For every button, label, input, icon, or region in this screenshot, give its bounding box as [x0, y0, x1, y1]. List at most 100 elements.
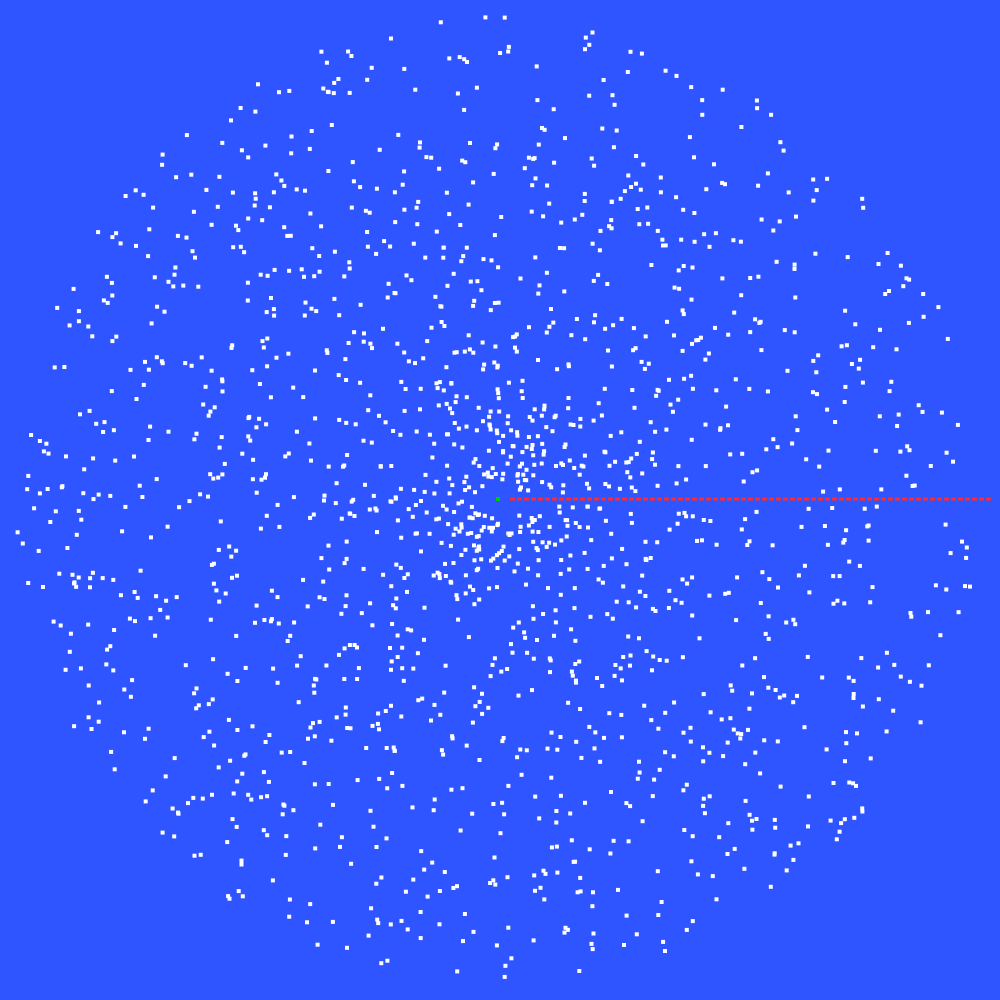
field-dot [286, 451, 291, 456]
field-dot [609, 226, 614, 231]
field-dot [758, 601, 763, 605]
field-dot [554, 844, 559, 849]
field-dot [771, 228, 776, 233]
field-dot [91, 497, 96, 502]
field-dot [451, 532, 456, 537]
field-dot [111, 577, 116, 582]
field-dot [815, 392, 819, 397]
field-dot [634, 605, 639, 610]
field-dot [822, 524, 827, 528]
field-dot [96, 230, 101, 235]
field-dot [723, 182, 727, 187]
field-dot [253, 191, 258, 196]
field-dot [690, 265, 695, 270]
field-dot [220, 140, 225, 145]
field-dot [883, 292, 888, 296]
field-dot [582, 191, 587, 196]
field-dot [887, 289, 891, 293]
field-dot [505, 461, 510, 466]
field-dot [629, 520, 634, 525]
field-dot [174, 595, 179, 600]
field-dot [285, 639, 290, 643]
field-dot [217, 445, 222, 450]
field-dot [231, 791, 236, 796]
field-dot [684, 782, 689, 787]
field-dot [392, 748, 397, 753]
field-dot [640, 819, 645, 824]
field-dot [814, 188, 819, 193]
field-dot [444, 401, 449, 406]
field-dot [535, 434, 540, 439]
field-dot [476, 566, 481, 571]
field-dot [541, 214, 546, 219]
field-dot [363, 208, 368, 213]
field-dot [825, 407, 830, 412]
ray-dash [888, 497, 893, 501]
field-dot [582, 199, 587, 203]
field-dot [63, 667, 68, 672]
field-dot [891, 708, 896, 713]
field-dot [264, 422, 269, 427]
field-dot [664, 427, 669, 432]
field-dot [540, 126, 544, 130]
field-dot [559, 538, 564, 543]
field-dot [642, 703, 647, 708]
field-dot [465, 531, 470, 536]
field-dot [541, 612, 546, 616]
field-dot [501, 544, 506, 549]
field-dot [491, 171, 496, 176]
field-dot [368, 341, 373, 346]
field-dot [432, 441, 437, 446]
ray-dash [853, 497, 858, 501]
field-dot [525, 650, 530, 655]
field-dot [685, 581, 690, 586]
field-dot [265, 336, 270, 341]
field-dot [667, 377, 671, 382]
field-dot [377, 776, 382, 781]
ray-dash [545, 497, 550, 501]
field-dot [382, 239, 387, 244]
field-dot [658, 175, 663, 180]
field-dot [668, 402, 673, 407]
field-dot [442, 690, 447, 695]
field-dot [772, 852, 777, 857]
field-dot [619, 735, 624, 740]
field-dot [633, 489, 638, 494]
field-dot [724, 404, 729, 409]
field-dot [747, 706, 752, 711]
field-dot [663, 949, 667, 953]
field-dot [583, 35, 588, 40]
field-dot [605, 612, 610, 617]
field-dot [567, 458, 572, 463]
field-dot [189, 363, 194, 368]
field-dot [520, 450, 525, 455]
field-dot [370, 723, 375, 728]
field-dot [874, 504, 879, 509]
field-dot [531, 539, 536, 544]
field-dot [441, 503, 445, 508]
field-dot [682, 376, 687, 381]
field-dot [250, 368, 255, 373]
field-dot [313, 416, 318, 421]
field-dot [765, 389, 770, 394]
ray-dash [748, 497, 753, 501]
ray-dash [706, 497, 711, 501]
field-dot [473, 490, 477, 495]
field-dot [420, 696, 425, 701]
field-dot [552, 633, 556, 638]
field-dot [437, 889, 442, 893]
field-dot [870, 585, 875, 590]
field-dot [438, 20, 443, 25]
field-dot [688, 739, 693, 744]
field-dot [41, 449, 46, 454]
field-dot [679, 600, 684, 605]
field-dot [287, 268, 292, 273]
field-dot [104, 274, 109, 279]
field-dot [553, 608, 558, 613]
field-dot [235, 573, 239, 578]
field-dot [536, 142, 541, 147]
field-dot [597, 248, 602, 253]
field-dot [488, 881, 493, 885]
field-dot [246, 434, 251, 439]
field-dot [317, 719, 322, 724]
